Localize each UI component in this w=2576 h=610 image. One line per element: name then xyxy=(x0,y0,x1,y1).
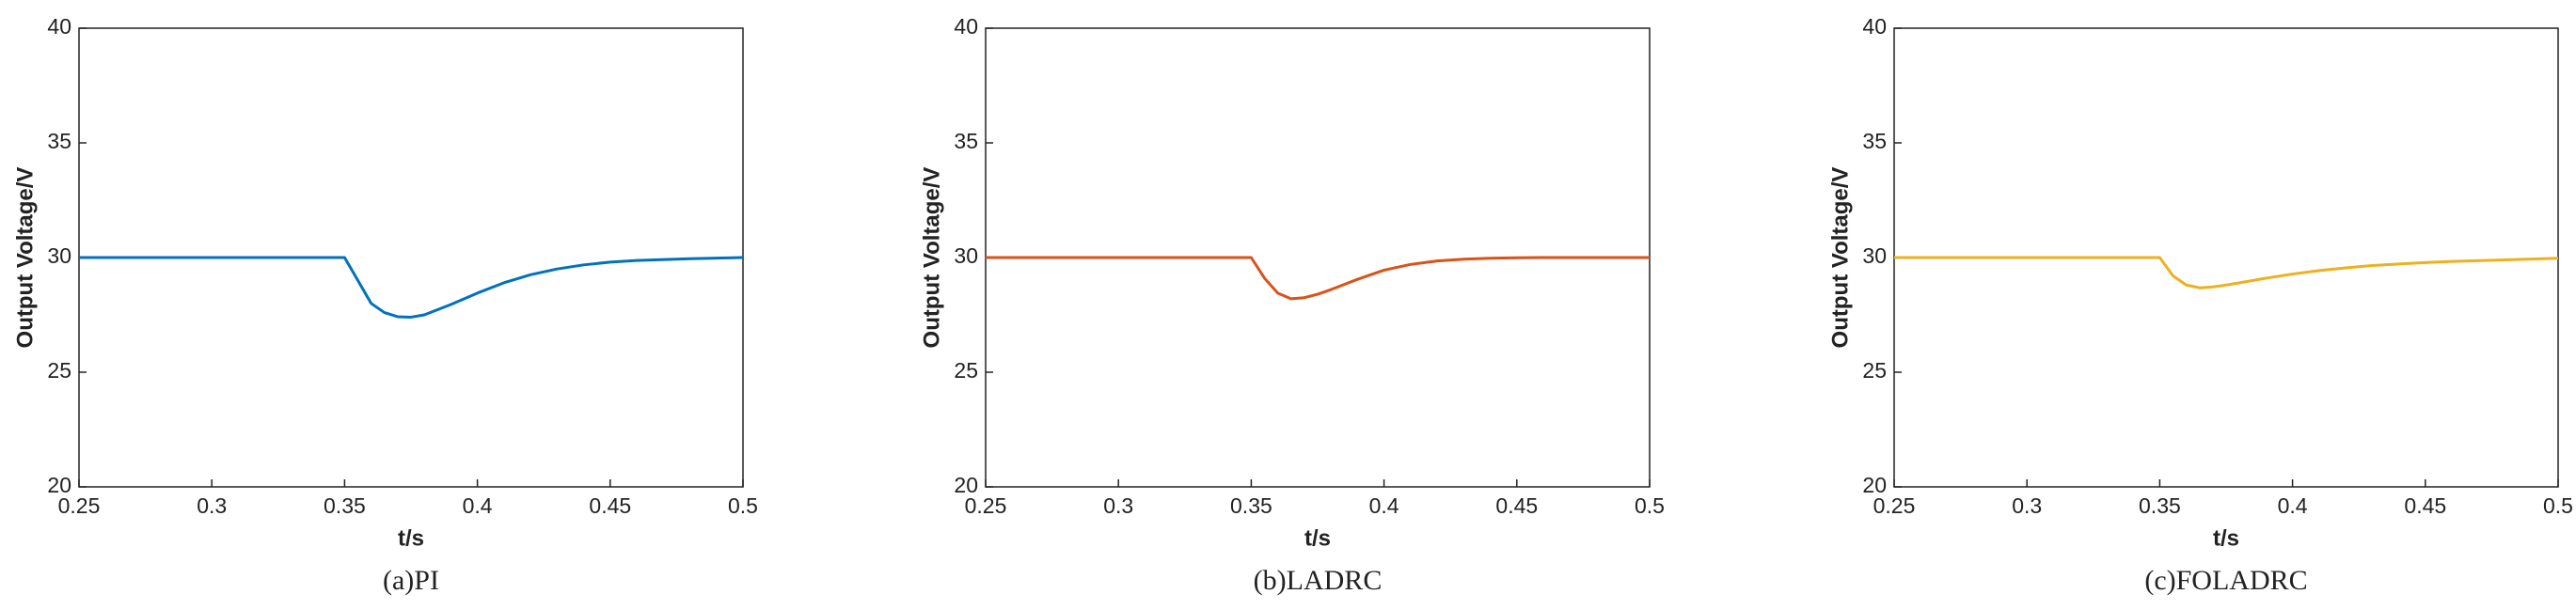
y-tick-label: 40 xyxy=(954,14,978,39)
y-tick-label: 30 xyxy=(47,243,71,268)
y-tick-label: 25 xyxy=(47,358,71,383)
x-tick-label: 0.35 xyxy=(1230,493,1272,518)
y-tick-label: 40 xyxy=(1862,14,1887,39)
caption: (a)PI xyxy=(383,565,439,596)
y-tick-label: 25 xyxy=(1862,358,1887,383)
x-tick-label: 0.25 xyxy=(965,493,1007,518)
x-tick-label: 0.3 xyxy=(197,493,227,518)
caption: (b)LADRC xyxy=(1254,565,1383,596)
x-tick-label: 0.45 xyxy=(589,493,631,518)
y-tick-label: 20 xyxy=(954,473,978,497)
x-axis-label: t/s xyxy=(398,525,424,551)
data-line xyxy=(79,256,744,319)
y-tick-label: 30 xyxy=(954,243,978,268)
data-line xyxy=(986,256,1650,301)
x-tick-label: 0.4 xyxy=(463,493,493,518)
y-tick-label: 25 xyxy=(954,358,978,383)
x-tick-label: 0.5 xyxy=(1635,493,1665,518)
x-tick-label: 0.45 xyxy=(1495,493,1538,518)
x-tick-label: 0.25 xyxy=(58,493,101,518)
y-axis-label: Output Voltage/V xyxy=(919,167,944,349)
y-tick-label: 40 xyxy=(47,14,71,39)
y-tick-label: 20 xyxy=(47,473,71,497)
y-tick-label: 35 xyxy=(47,129,71,153)
caption: (c)FOLADRC xyxy=(2144,565,2307,596)
y-axis-label: Output Voltage/V xyxy=(12,167,38,349)
x-tick-label: 0.35 xyxy=(324,493,366,518)
x-tick-label: 0.4 xyxy=(2278,493,2308,518)
x-axis-label: t/s xyxy=(2213,525,2239,551)
y-tick-label: 30 xyxy=(1862,243,1887,268)
x-tick-label: 0.35 xyxy=(2139,493,2181,518)
y-axis-label: Output Voltage/V xyxy=(1827,167,1853,349)
y-tick-label: 20 xyxy=(1862,473,1887,497)
x-tick-label: 0.45 xyxy=(2404,493,2446,518)
x-tick-label: 0.3 xyxy=(1103,493,1133,518)
x-tick-label: 0.5 xyxy=(728,493,758,518)
y-tick-label: 35 xyxy=(1862,129,1887,153)
x-tick-label: 0.3 xyxy=(2012,493,2042,518)
y-tick-label: 35 xyxy=(954,129,978,153)
x-tick-label: 0.25 xyxy=(1873,493,1916,518)
x-tick-label: 0.5 xyxy=(2543,493,2573,518)
data-line xyxy=(1894,256,2559,289)
x-axis-label: t/s xyxy=(1304,525,1331,551)
x-tick-label: 0.4 xyxy=(1369,493,1399,518)
